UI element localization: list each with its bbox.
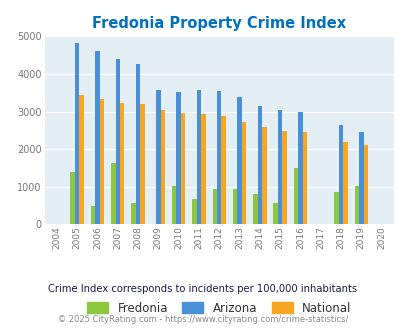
Bar xyxy=(131,203,135,224)
Bar xyxy=(232,189,237,224)
Bar xyxy=(241,122,245,224)
Title: Fredonia Property Crime Index: Fredonia Property Crime Index xyxy=(92,16,345,31)
Bar xyxy=(221,116,225,224)
Bar xyxy=(181,114,185,224)
Bar xyxy=(111,163,115,224)
Bar xyxy=(237,97,241,224)
Bar xyxy=(262,127,266,224)
Bar xyxy=(91,206,95,224)
Bar xyxy=(302,132,307,224)
Text: © 2025 CityRating.com - https://www.cityrating.com/crime-statistics/: © 2025 CityRating.com - https://www.city… xyxy=(58,315,347,324)
Bar xyxy=(358,132,363,224)
Bar xyxy=(140,104,144,224)
Bar xyxy=(212,189,216,224)
Bar xyxy=(200,114,205,224)
Bar xyxy=(156,90,160,224)
Bar xyxy=(252,194,257,224)
Bar xyxy=(95,50,100,224)
Bar xyxy=(363,145,367,224)
Bar xyxy=(70,172,75,224)
Bar xyxy=(277,110,282,224)
Bar xyxy=(100,99,104,224)
Legend: Fredonia, Arizona, National: Fredonia, Arizona, National xyxy=(87,302,351,315)
Bar xyxy=(354,186,358,224)
Bar xyxy=(172,186,176,224)
Bar xyxy=(257,106,262,224)
Bar xyxy=(298,112,302,224)
Bar xyxy=(342,142,347,224)
Bar xyxy=(75,43,79,224)
Bar xyxy=(282,131,286,224)
Bar xyxy=(160,111,164,224)
Bar xyxy=(135,64,140,224)
Bar xyxy=(333,192,338,224)
Text: Crime Index corresponds to incidents per 100,000 inhabitants: Crime Index corresponds to incidents per… xyxy=(48,284,357,294)
Bar xyxy=(192,199,196,224)
Bar xyxy=(196,90,201,224)
Bar xyxy=(79,95,83,224)
Bar xyxy=(115,59,120,224)
Bar xyxy=(338,125,343,224)
Bar xyxy=(216,91,221,224)
Bar xyxy=(273,203,277,224)
Bar xyxy=(120,103,124,224)
Bar xyxy=(293,168,297,224)
Bar xyxy=(176,92,181,224)
